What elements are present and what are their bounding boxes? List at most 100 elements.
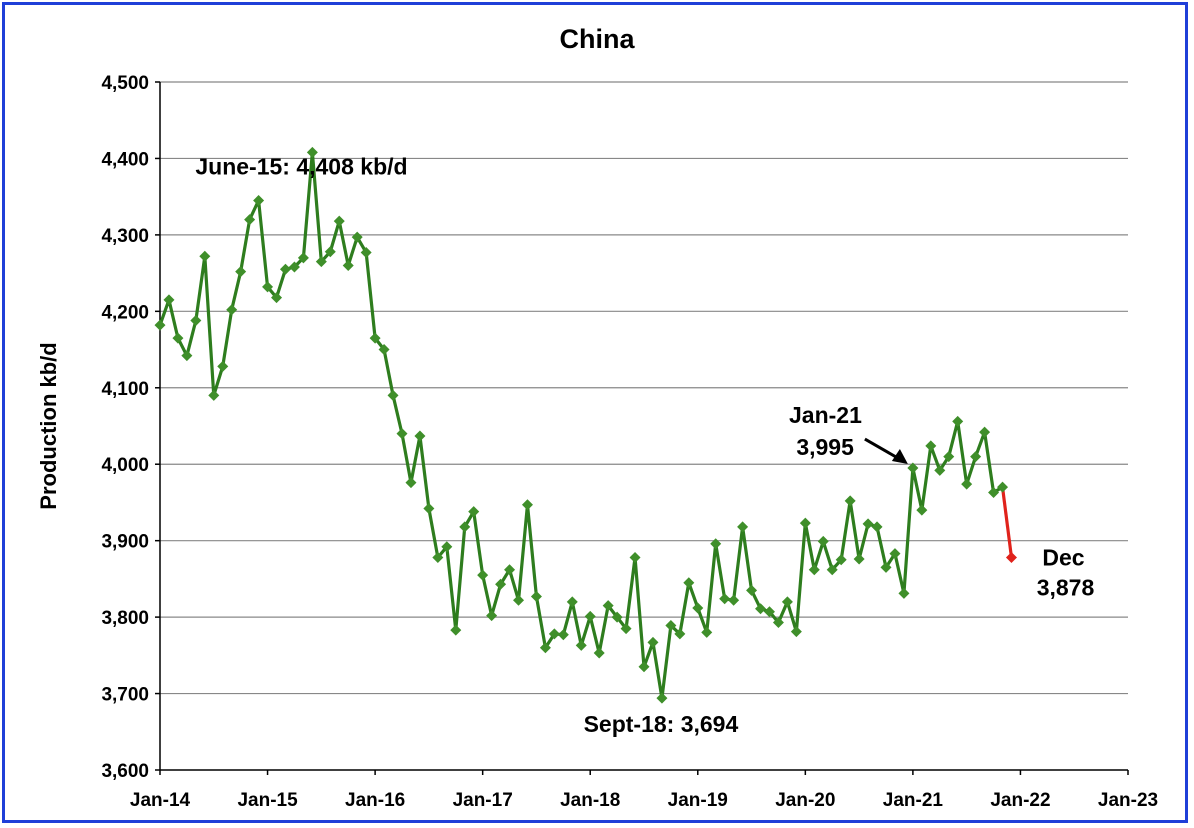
data-point (271, 292, 283, 304)
data-point (826, 564, 838, 576)
data-point (835, 554, 847, 566)
data-point (871, 521, 883, 533)
data-point (575, 639, 587, 651)
data-point (288, 261, 300, 273)
data-point (988, 487, 1000, 499)
data-point (369, 332, 381, 344)
x-tick-label: Jan-16 (345, 790, 405, 811)
data-point (441, 541, 453, 553)
data-point (405, 477, 417, 489)
annotation-arrow (864, 437, 899, 460)
x-tick-label: Jan-22 (990, 790, 1050, 811)
data-point (701, 626, 713, 638)
series-markers (154, 146, 1017, 704)
data-point (611, 611, 623, 623)
data-point (414, 430, 426, 442)
chart-title: China (559, 24, 635, 54)
data-point (763, 606, 775, 618)
x-tick-label: Jan-21 (883, 790, 944, 811)
y-tick-label: 3,800 (101, 608, 149, 629)
series-line-main (158, 150, 1004, 700)
data-point (378, 344, 390, 356)
y-tick-label: 3,700 (101, 685, 149, 706)
data-point (817, 535, 829, 547)
data-point (799, 517, 811, 529)
x-tick-label: Jan-20 (775, 790, 835, 811)
data-point-recent (1005, 551, 1017, 563)
data-point (163, 294, 175, 306)
data-point (925, 440, 937, 452)
data-point (342, 259, 354, 271)
y-tick-label: 4,500 (101, 73, 149, 94)
data-point (548, 628, 560, 640)
data-point (486, 610, 498, 622)
data-point (504, 564, 516, 576)
axes (155, 81, 1129, 775)
data-point (539, 642, 551, 654)
data-point (513, 594, 525, 606)
data-point (432, 551, 444, 563)
data-point (208, 389, 220, 401)
data-point (530, 590, 542, 602)
data-point (593, 647, 605, 659)
data-point (692, 602, 704, 614)
y-tick-label: 4,400 (101, 149, 149, 170)
arrow-head (891, 449, 908, 465)
data-point (781, 596, 793, 608)
data-point (808, 564, 820, 576)
data-point (719, 593, 731, 605)
data-point (755, 603, 767, 615)
data-point (665, 620, 677, 632)
data-point (262, 281, 274, 293)
data-point (235, 266, 247, 278)
data-point (477, 569, 489, 581)
data-point (495, 578, 507, 590)
data-point (360, 246, 372, 258)
data-point (468, 506, 480, 518)
annotation-jan21-value: 3,995 (796, 434, 854, 460)
data-point (683, 577, 695, 589)
data-point (351, 231, 363, 243)
data-point (934, 464, 946, 476)
x-tick-label: Jan-23 (1098, 790, 1158, 811)
data-point (423, 503, 435, 515)
gridlines (160, 81, 1128, 695)
y-axis-label: Production kb/d (36, 342, 61, 509)
data-point (602, 600, 614, 612)
data-point (396, 428, 408, 440)
data-point (710, 538, 722, 550)
data-point (190, 315, 202, 327)
data-point (557, 629, 569, 641)
data-point (746, 584, 758, 596)
data-point (952, 415, 964, 427)
data-point (154, 319, 166, 331)
series-line-recent (1000, 486, 1014, 558)
data-point (297, 252, 309, 264)
x-tick-label: Jan-15 (237, 790, 298, 811)
data-point (217, 360, 229, 372)
data-point (907, 462, 919, 474)
data-point (199, 250, 211, 262)
y-tick-label: 4,100 (101, 379, 149, 400)
y-tick-labels: 3,600 3,700 3,800 3,900 4,000 4,100 4,200 4,300… (101, 73, 149, 782)
data-point (674, 628, 686, 640)
data-point (253, 194, 265, 206)
data-point (898, 587, 910, 599)
data-point (279, 263, 291, 275)
data-point (629, 551, 641, 563)
x-tick-labels: Jan-14 Jan-15 Jan-16 Jan-17 Jan-18 Jan-19 Jan-… (130, 790, 1158, 811)
data-point (387, 389, 399, 401)
data-point (315, 256, 327, 268)
data-point (566, 596, 578, 608)
data-point (943, 451, 955, 463)
data-point (772, 616, 784, 628)
data-point (181, 350, 193, 362)
data-point (728, 594, 740, 606)
x-tick-label: Jan-18 (560, 790, 620, 811)
y-tick-label: 3,900 (101, 532, 149, 553)
x-tick-label: Jan-19 (668, 790, 728, 811)
x-tick-label: Jan-14 (130, 790, 191, 811)
data-point (979, 426, 991, 438)
data-point (961, 478, 973, 490)
